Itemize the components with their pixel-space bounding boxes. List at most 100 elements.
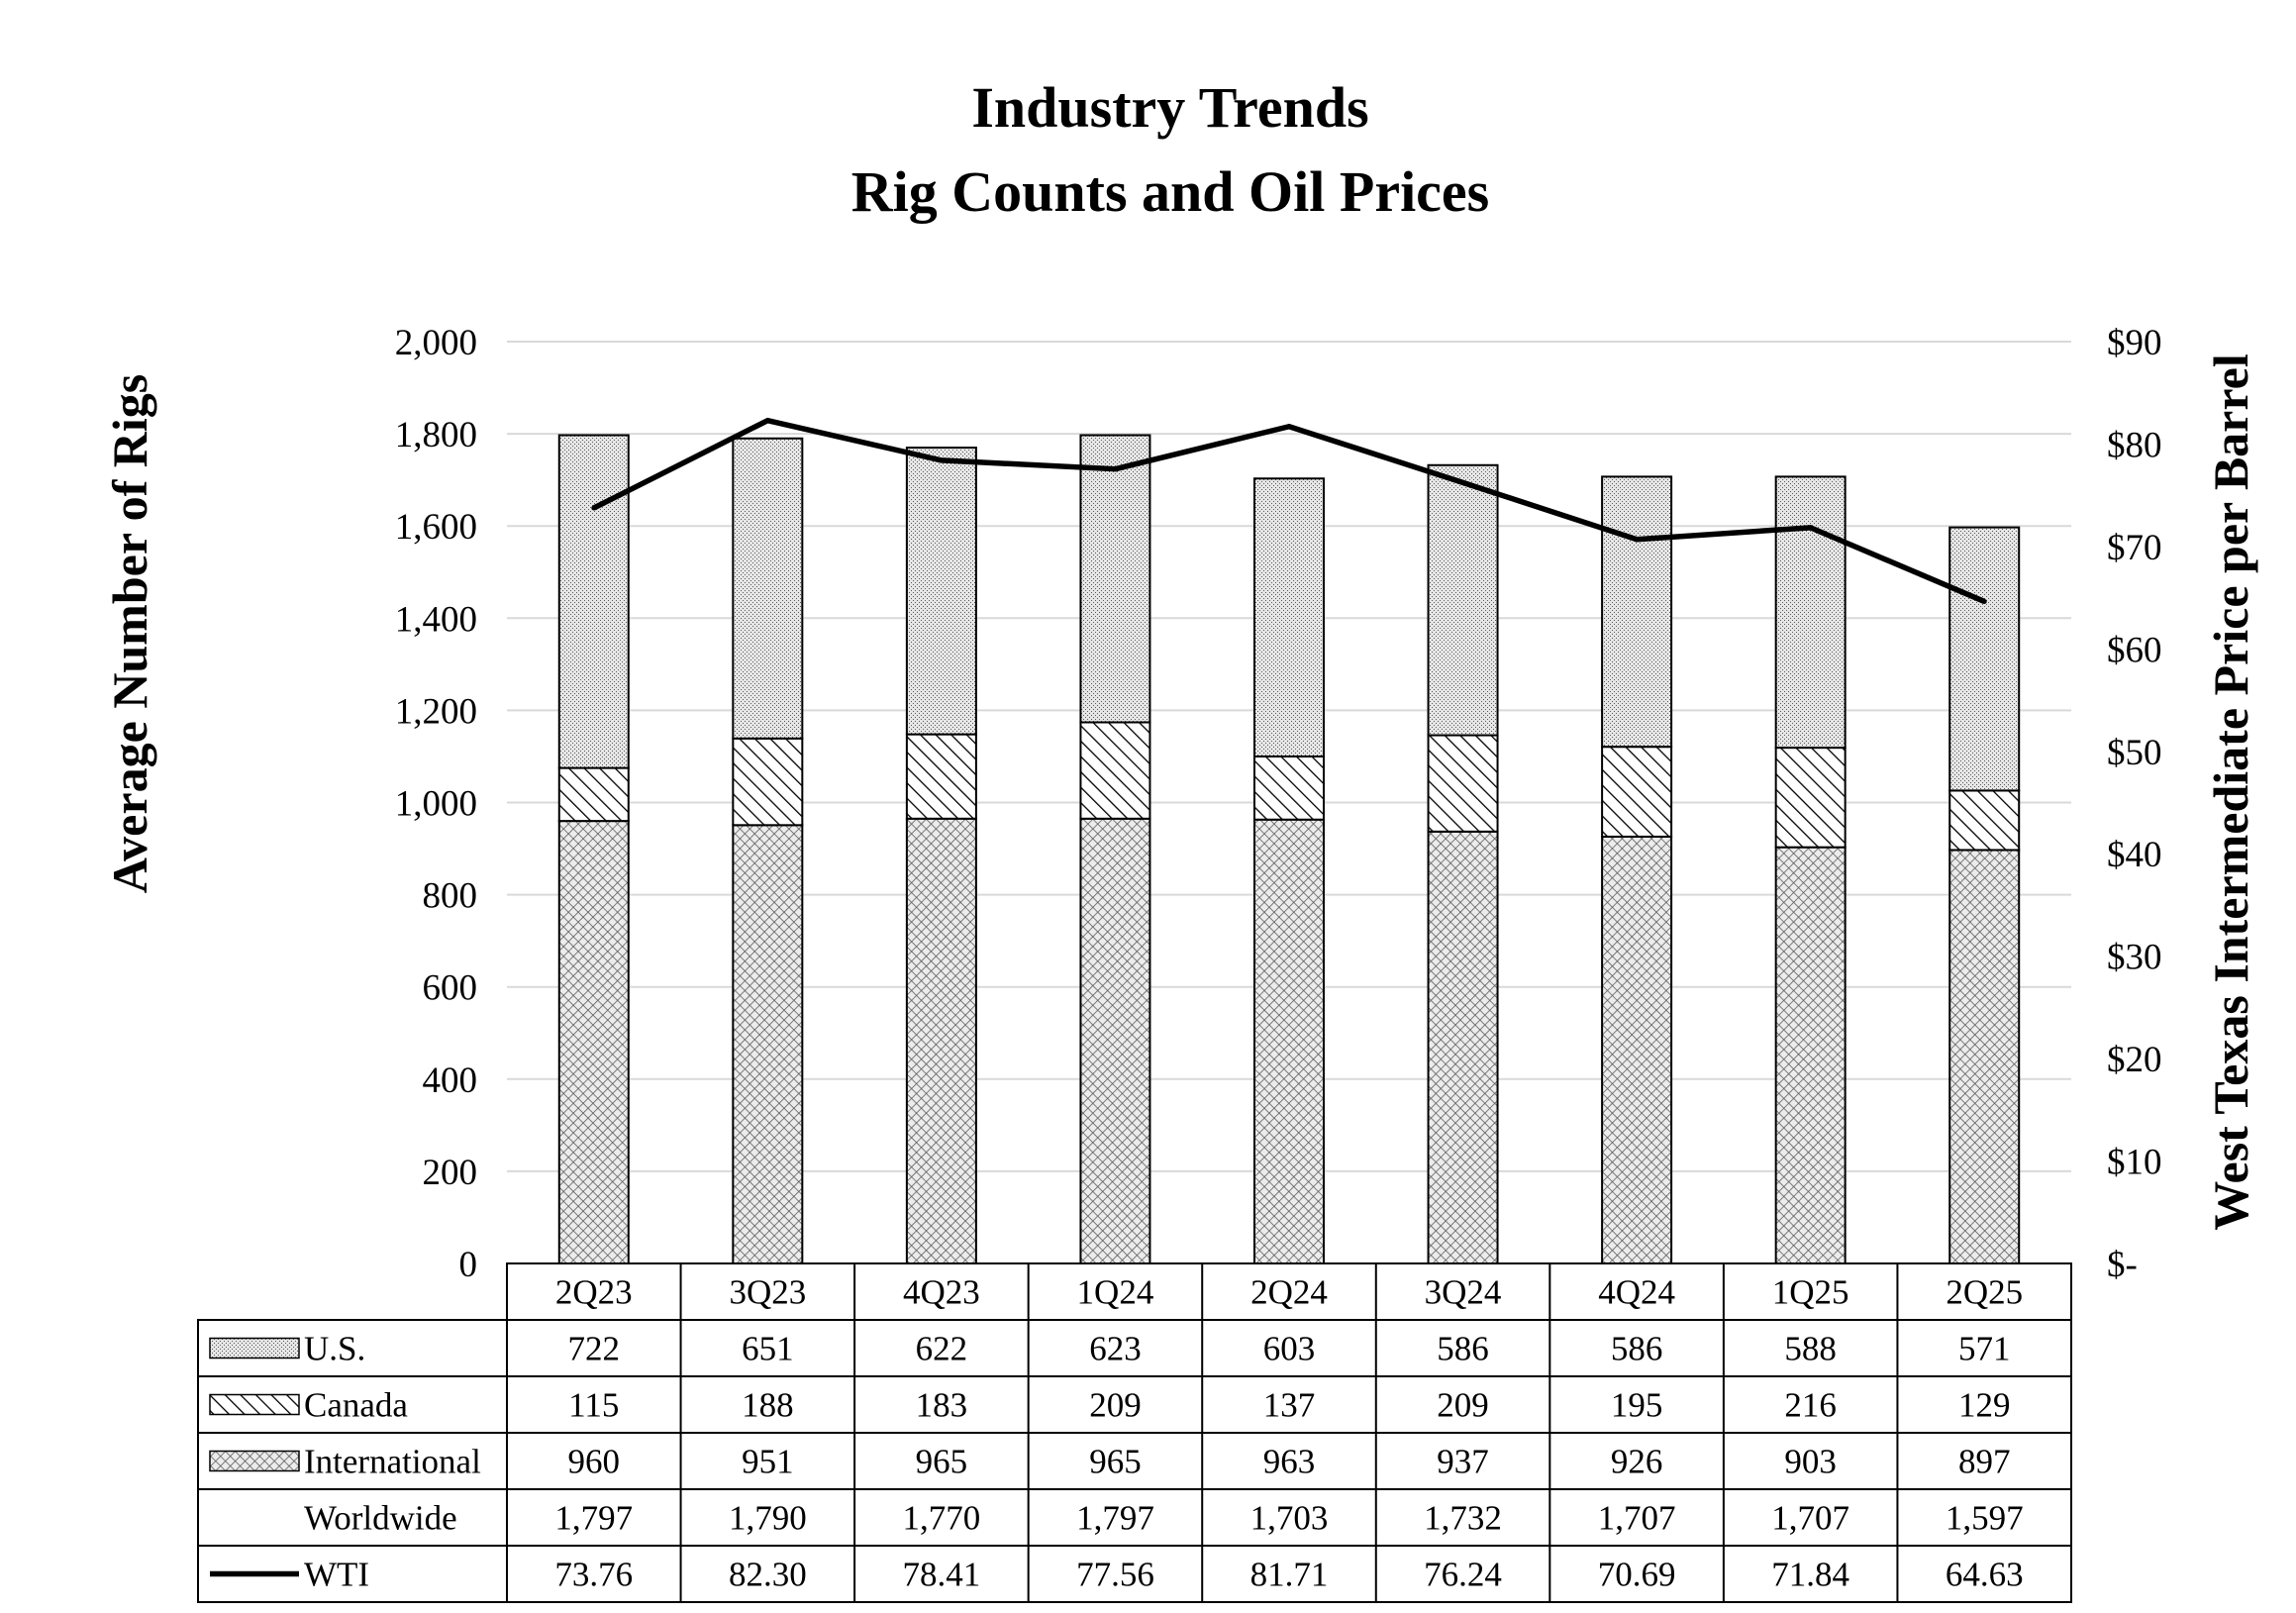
y-tick-label: 1,600 bbox=[395, 507, 477, 548]
category-label: 2Q24 bbox=[1250, 1273, 1328, 1312]
table-cell-us: 603 bbox=[1263, 1330, 1316, 1368]
bar-us bbox=[732, 437, 804, 740]
wti-point bbox=[1112, 466, 1118, 472]
y2-tick-label: $30 bbox=[2107, 938, 2162, 978]
chart-title-line2: Rig Counts and Oil Prices bbox=[851, 159, 1490, 224]
wti-point bbox=[591, 505, 597, 511]
row-label-wti: WTI bbox=[304, 1556, 369, 1594]
wti-point bbox=[764, 418, 770, 424]
y2-tick-label: $- bbox=[2107, 1245, 2138, 1285]
y-tick-label: 1,200 bbox=[395, 691, 477, 732]
wti-point bbox=[1981, 598, 1987, 604]
category-label: 1Q25 bbox=[1772, 1273, 1849, 1312]
table-cell-canada: 195 bbox=[1611, 1386, 1663, 1425]
y-tick-label: 1,000 bbox=[395, 784, 477, 825]
table-cell-canada: 115 bbox=[568, 1386, 619, 1425]
y2-tick-label: $80 bbox=[2107, 425, 2162, 465]
wti-point bbox=[1286, 424, 1292, 430]
bar-canada bbox=[1774, 747, 1847, 849]
table-cell-wti: 70.69 bbox=[1598, 1556, 1676, 1594]
table-cell-wti: 81.71 bbox=[1250, 1556, 1329, 1594]
bar-international bbox=[1774, 846, 1847, 1264]
wti-point bbox=[1808, 525, 1814, 531]
bar-us bbox=[557, 434, 630, 769]
category-label: 4Q24 bbox=[1598, 1273, 1675, 1312]
chart-title-line1: Industry Trends bbox=[971, 75, 1368, 140]
y2-tick-label: $90 bbox=[2107, 323, 2162, 363]
bar-us bbox=[1774, 475, 1847, 750]
table-cell-canada: 183 bbox=[916, 1386, 968, 1425]
y2-tick-label: $50 bbox=[2107, 733, 2162, 773]
y-axis-ticks: 0 200 400 600 800 1,000 1,200 1,400 1,600 1,800 2,… bbox=[395, 323, 477, 1285]
bar-canada bbox=[1427, 734, 1499, 833]
category-label: 1Q24 bbox=[1077, 1273, 1154, 1312]
table-cell-international: 926 bbox=[1611, 1443, 1663, 1481]
y2-tick-label: $20 bbox=[2107, 1040, 2162, 1080]
table-cell-us: 588 bbox=[1784, 1330, 1837, 1368]
legend-key-us bbox=[209, 1337, 300, 1360]
table-cell-worldwide: 1,707 bbox=[1771, 1499, 1849, 1538]
y2-axis-title: West Texas Intermediate Price per Barrel bbox=[2203, 353, 2258, 1231]
y-tick-label: 600 bbox=[423, 968, 478, 1009]
table-cell-international: 937 bbox=[1437, 1443, 1489, 1481]
bar-international bbox=[1948, 849, 2021, 1264]
category-label: 3Q24 bbox=[1425, 1273, 1502, 1312]
table-cell-worldwide: 1,797 bbox=[1076, 1499, 1154, 1538]
table-cell-canada: 188 bbox=[742, 1386, 794, 1425]
y2-tick-label: $10 bbox=[2107, 1143, 2162, 1183]
table-cell-wti: 77.56 bbox=[1076, 1556, 1154, 1594]
y2-tick-label: $40 bbox=[2107, 835, 2162, 875]
table-cell-us: 571 bbox=[1958, 1330, 2011, 1368]
table-cell-international: 897 bbox=[1958, 1443, 2011, 1481]
table-cell-international: 951 bbox=[742, 1443, 794, 1481]
row-label-worldwide: Worldwide bbox=[304, 1499, 457, 1538]
data-table: 2Q23 3Q23 4Q23 1Q24 2Q24 3Q24 4Q24 1Q25 2Q25 U.S.… bbox=[197, 1262, 2072, 1603]
bar-us bbox=[905, 447, 977, 736]
table-cell-worldwide: 1,770 bbox=[903, 1499, 981, 1538]
table-cell-international: 963 bbox=[1263, 1443, 1316, 1481]
bar-canada bbox=[1948, 789, 2021, 852]
table-cell-us: 651 bbox=[742, 1330, 794, 1368]
table-cell-international: 960 bbox=[568, 1443, 621, 1481]
legend-key-international bbox=[209, 1450, 300, 1472]
bar-international bbox=[1253, 818, 1325, 1264]
table-cell-worldwide: 1,703 bbox=[1250, 1499, 1329, 1538]
table-cell-canada: 209 bbox=[1437, 1386, 1489, 1425]
wti-point bbox=[939, 457, 945, 463]
table-cell-wti: 78.41 bbox=[903, 1556, 981, 1594]
table-cell-worldwide: 1,732 bbox=[1424, 1499, 1502, 1538]
bar-canada bbox=[1253, 755, 1325, 821]
table-cell-canada: 129 bbox=[1958, 1386, 2011, 1425]
y-tick-label: 2,000 bbox=[395, 323, 477, 363]
bar-us bbox=[1079, 434, 1151, 724]
row-label-us: U.S. bbox=[304, 1330, 365, 1368]
table-cell-us: 586 bbox=[1437, 1330, 1489, 1368]
table-cell-worldwide: 1,790 bbox=[729, 1499, 807, 1538]
bar-canada bbox=[905, 733, 977, 820]
table-cell-canada: 137 bbox=[1263, 1386, 1316, 1425]
table-cell-international: 903 bbox=[1784, 1443, 1837, 1481]
bar-us bbox=[1601, 475, 1673, 749]
bar-us bbox=[1948, 526, 2021, 792]
bar-international bbox=[557, 820, 630, 1264]
y-tick-label: 800 bbox=[423, 876, 478, 917]
wti-line-group bbox=[591, 417, 1987, 604]
bars bbox=[557, 434, 2021, 1265]
bar-canada bbox=[1601, 746, 1673, 838]
legend-key-canada bbox=[209, 1393, 300, 1416]
table-cell-wti: 71.84 bbox=[1771, 1556, 1849, 1594]
table-cell-us: 586 bbox=[1611, 1330, 1663, 1368]
bar-canada bbox=[732, 737, 804, 827]
row-label-canada: Canada bbox=[304, 1386, 408, 1425]
table-cell-wti: 73.76 bbox=[554, 1556, 633, 1594]
table-cell-us: 622 bbox=[916, 1330, 968, 1368]
table-cell-worldwide: 1,797 bbox=[554, 1499, 633, 1538]
table-cell-wti: 76.24 bbox=[1424, 1556, 1502, 1594]
table-cell-canada: 216 bbox=[1784, 1386, 1837, 1425]
y-tick-label: 400 bbox=[423, 1060, 478, 1101]
y2-tick-label: $70 bbox=[2107, 528, 2162, 568]
table-cell-wti: 64.63 bbox=[1946, 1556, 2024, 1594]
bar-us bbox=[1427, 463, 1499, 737]
y-tick-label: 0 bbox=[459, 1245, 478, 1285]
